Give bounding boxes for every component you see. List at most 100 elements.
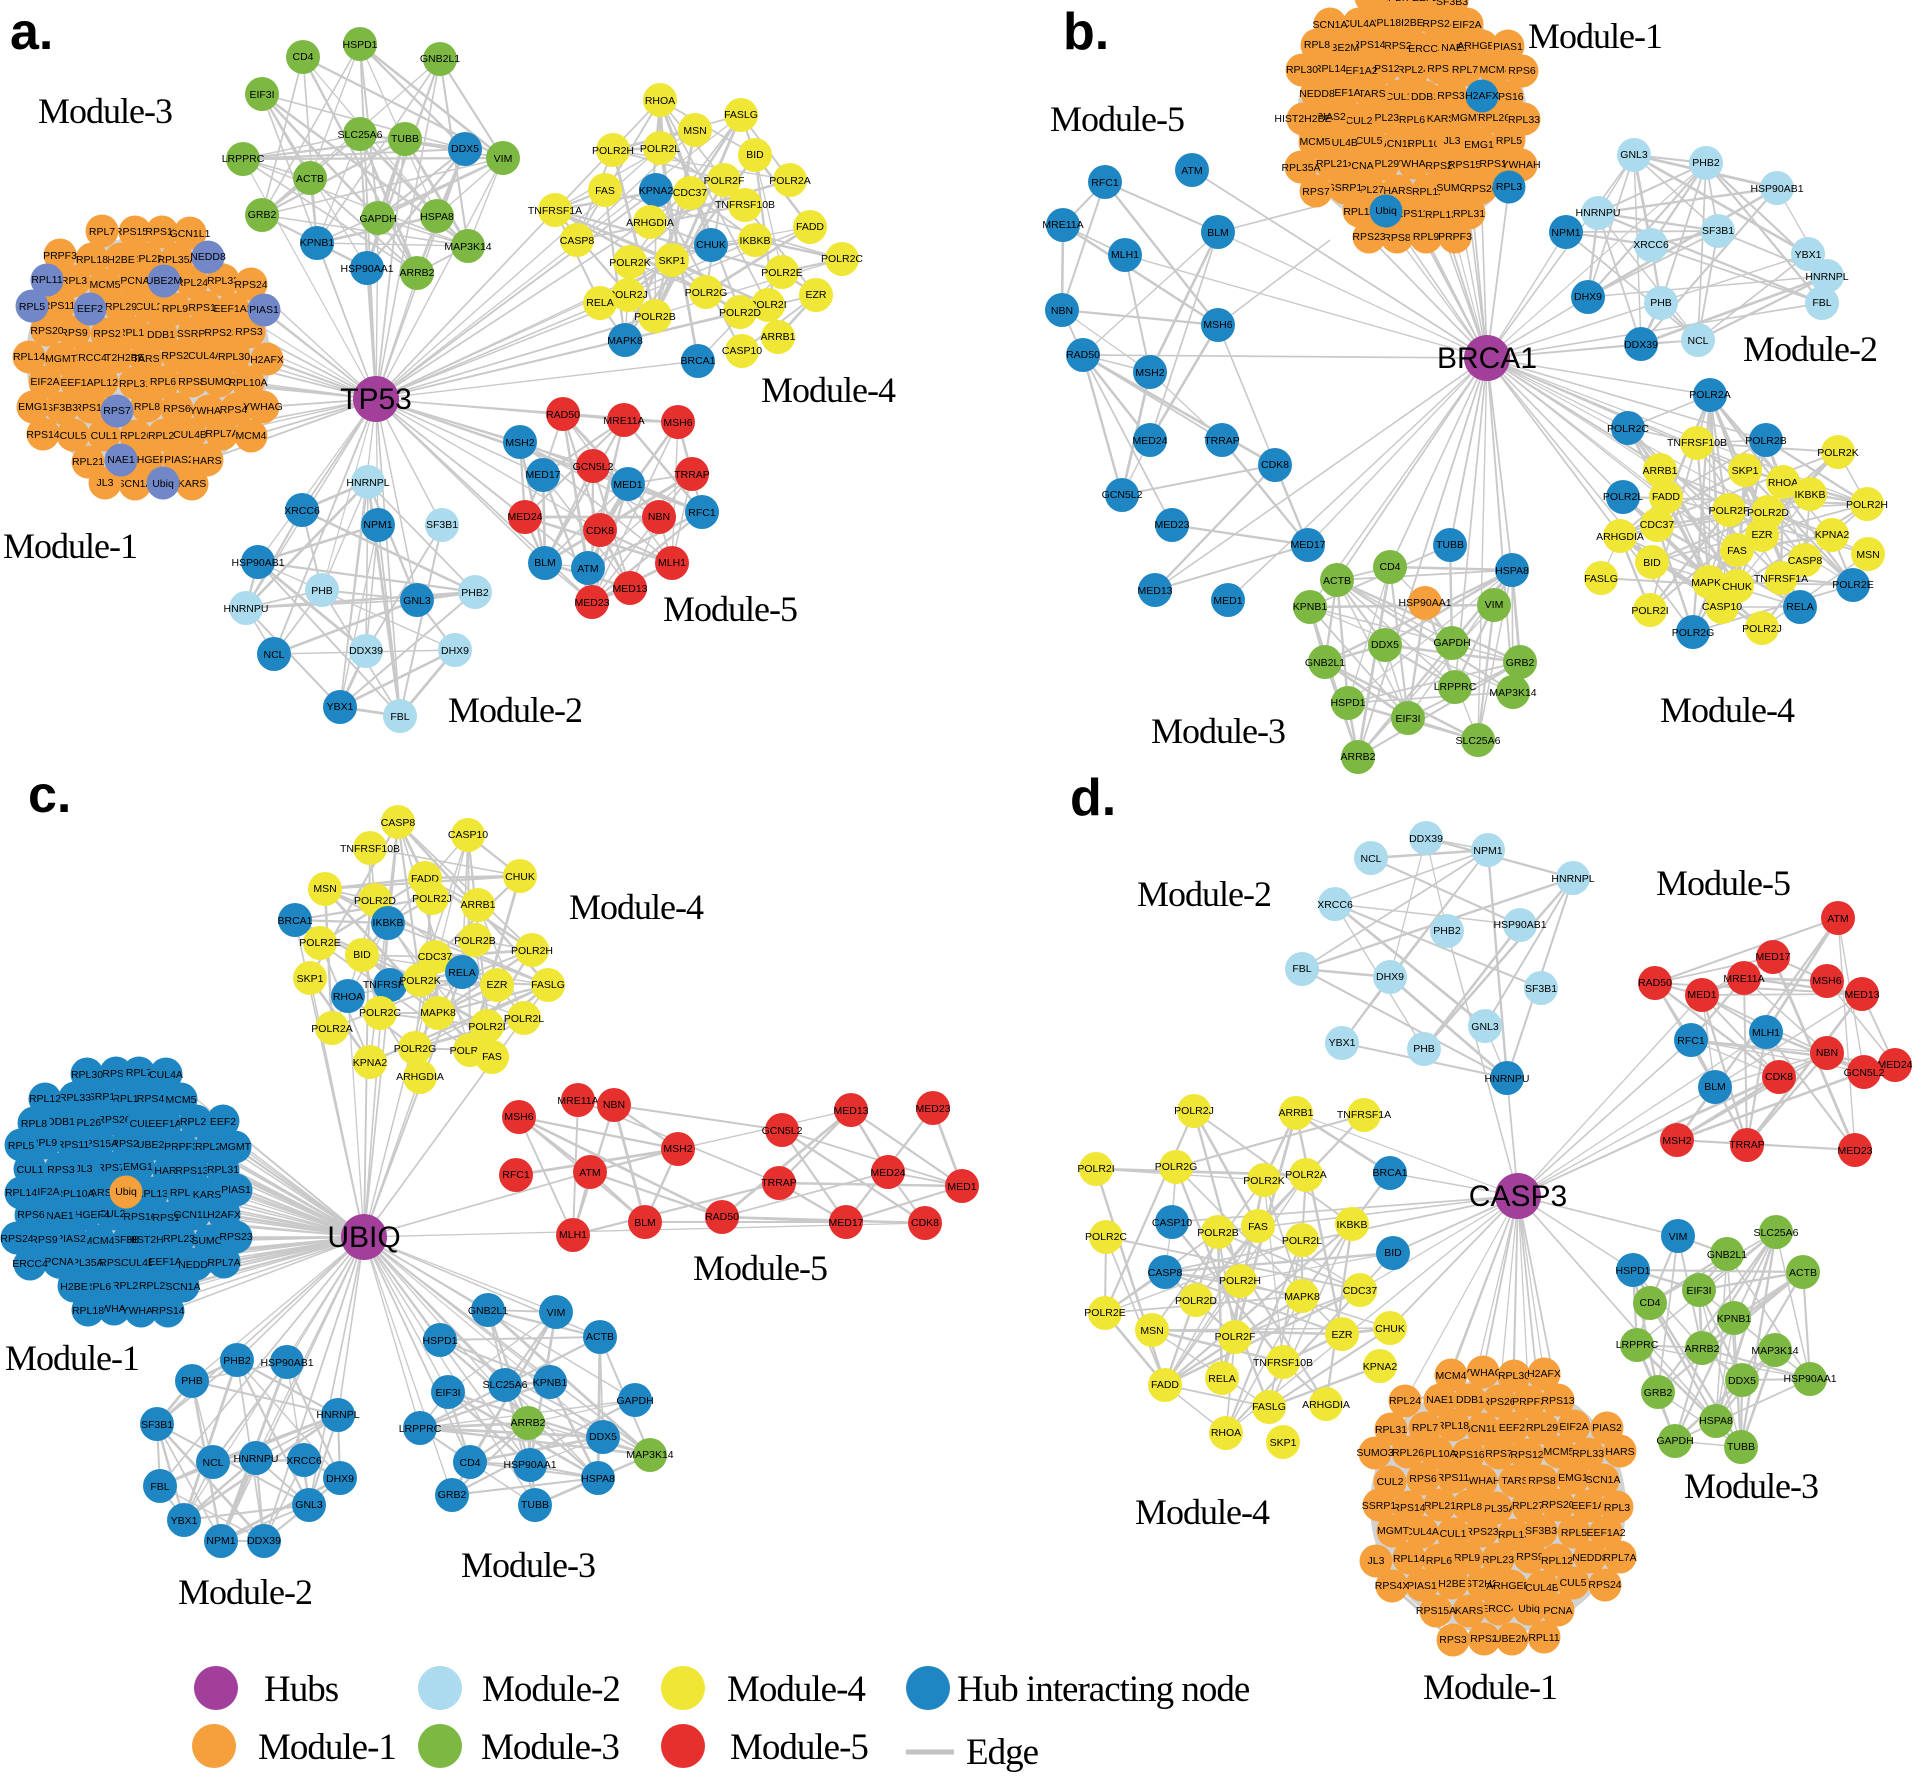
svg-text:RPS20: RPS20 — [1541, 1499, 1574, 1511]
svg-text:MCM5: MCM5 — [166, 1094, 197, 1106]
svg-text:MSH2: MSH2 — [663, 1143, 692, 1155]
svg-text:RPS12: RPS12 — [1366, 63, 1399, 75]
svg-text:GCN5L2: GCN5L2 — [1102, 489, 1143, 501]
svg-text:H2BE: H2BE — [107, 254, 134, 266]
svg-text:CDK8: CDK8 — [1261, 459, 1289, 471]
svg-text:PHB: PHB — [311, 585, 333, 597]
svg-text:CASP10: CASP10 — [722, 345, 762, 357]
svg-text:PRPF3: PRPF3 — [1438, 231, 1472, 243]
svg-text:Module-4: Module-4 — [569, 887, 704, 927]
svg-text:POLR2J: POLR2J — [1742, 623, 1782, 635]
svg-text:MED24: MED24 — [1132, 435, 1167, 447]
svg-text:EEF2: EEF2 — [1412, 0, 1438, 4]
svg-text:MLH1: MLH1 — [559, 1229, 587, 1241]
svg-text:POLR2H: POLR2H — [511, 945, 553, 957]
svg-text:CUL2: CUL2 — [99, 1208, 126, 1220]
svg-text:DDB1: DDB1 — [1411, 91, 1439, 103]
svg-text:RPL3: RPL3 — [1604, 1502, 1630, 1514]
svg-text:MCM4: MCM4 — [1436, 1370, 1467, 1382]
svg-text:MED17: MED17 — [525, 469, 560, 481]
svg-text:RPL29: RPL29 — [1526, 1422, 1558, 1434]
svg-text:CASP10: CASP10 — [448, 829, 488, 841]
svg-text:POLR2I: POLR2I — [1631, 605, 1668, 617]
svg-text:Edge: Edge — [966, 1732, 1039, 1773]
svg-text:RPL5: RPL5 — [8, 1140, 34, 1152]
svg-text:HSPD1: HSPD1 — [342, 39, 377, 51]
svg-text:RPS23: RPS23 — [1465, 1526, 1498, 1538]
svg-text:POLR2E: POLR2E — [1832, 579, 1873, 591]
svg-text:POLR2C: POLR2C — [359, 1007, 401, 1019]
svg-text:TNFRSF10B: TNFRSF10B — [715, 199, 775, 211]
svg-text:GNL3: GNL3 — [295, 1499, 323, 1511]
svg-text:Hubs: Hubs — [264, 1669, 339, 1710]
svg-text:PCNA: PCNA — [120, 275, 149, 287]
svg-text:POLR2I: POLR2I — [468, 1021, 505, 1033]
svg-text:RPS13: RPS13 — [175, 1165, 208, 1177]
svg-text:CUL5: CUL5 — [1356, 135, 1383, 147]
svg-text:RPS16: RPS16 — [123, 1211, 156, 1223]
svg-text:ARHGDIA: ARHGDIA — [396, 1071, 444, 1083]
svg-text:Module-1: Module-1 — [1528, 16, 1662, 56]
svg-text:ACTB: ACTB — [296, 173, 324, 185]
svg-text:MSH6: MSH6 — [663, 417, 692, 429]
svg-text:EIF2A: EIF2A — [30, 1186, 59, 1198]
svg-text:FBL: FBL — [390, 711, 409, 723]
svg-text:HSP90AB1: HSP90AB1 — [1493, 919, 1546, 931]
svg-text:YWHAH: YWHAH — [121, 1305, 160, 1317]
svg-text:RPL11: RPL11 — [112, 1093, 143, 1105]
svg-text:CD4: CD4 — [1379, 561, 1400, 573]
svg-text:TNFRSF1A: TNFRSF1A — [528, 205, 582, 217]
svg-text:HARS: HARS — [192, 455, 221, 467]
svg-text:UBE2M: UBE2M — [146, 275, 182, 287]
svg-text:Module-1: Module-1 — [3, 526, 137, 566]
svg-text:GCN1L1: GCN1L1 — [174, 1209, 215, 1221]
svg-text:MED1: MED1 — [613, 479, 642, 491]
svg-text:TUBB: TUBB — [1436, 539, 1464, 551]
svg-text:FAS: FAS — [1248, 1221, 1268, 1233]
svg-text:EEF2: EEF2 — [210, 1116, 236, 1128]
svg-text:RPL7A: RPL7A — [207, 1257, 240, 1269]
svg-text:RPS12: RPS12 — [188, 302, 221, 314]
svg-text:RPL31: RPL31 — [1453, 208, 1485, 220]
svg-text:H2BE: H2BE — [1438, 1578, 1465, 1590]
svg-text:SCN1A: SCN1A — [165, 1281, 200, 1293]
svg-text:HNRNPU: HNRNPU — [224, 603, 269, 615]
svg-text:ARHGDIA: ARHGDIA — [1302, 1399, 1350, 1411]
svg-text:TRRAP: TRRAP — [761, 1177, 797, 1189]
svg-text:RPL3: RPL3 — [61, 275, 87, 287]
svg-text:MED1: MED1 — [1213, 595, 1242, 607]
svg-text:Module-5: Module-5 — [693, 1248, 827, 1288]
svg-text:HSPD1: HSPD1 — [1330, 697, 1365, 709]
svg-text:RPL8: RPL8 — [21, 1118, 47, 1130]
svg-text:KPNB1: KPNB1 — [533, 1377, 568, 1389]
svg-text:RPS24: RPS24 — [0, 1233, 33, 1245]
svg-text:POLR2K: POLR2K — [1243, 1175, 1284, 1187]
svg-text:RPL26: RPL26 — [1392, 1447, 1424, 1459]
svg-text:POLR2G: POLR2G — [1155, 1161, 1198, 1173]
svg-text:BLM: BLM — [534, 557, 556, 569]
svg-text:BRCA1: BRCA1 — [680, 355, 715, 367]
svg-text:CUL2: CUL2 — [1377, 1476, 1404, 1488]
svg-text:MED23: MED23 — [915, 1103, 950, 1115]
svg-text:EMG1: EMG1 — [123, 1161, 153, 1173]
svg-text:RPS20: RPS20 — [1425, 160, 1458, 172]
svg-text:RPL14: RPL14 — [5, 1187, 37, 1199]
svg-text:MLH1: MLH1 — [1752, 1027, 1780, 1039]
svg-text:YWHAG: YWHAG — [243, 401, 283, 413]
svg-text:TNFRSF10B: TNFRSF10B — [1667, 437, 1727, 449]
svg-text:ATM: ATM — [1181, 165, 1202, 177]
svg-text:RHOA: RHOA — [333, 991, 363, 1003]
svg-text:CASP8: CASP8 — [381, 817, 416, 829]
svg-text:HSP90AA1: HSP90AA1 — [503, 1459, 556, 1471]
svg-text:SF3B1: SF3B1 — [1525, 983, 1557, 995]
svg-text:d.: d. — [1070, 769, 1116, 827]
svg-text:RFC1: RFC1 — [1677, 1035, 1705, 1047]
svg-text:YWHAG: YWHAG — [1463, 1367, 1503, 1379]
svg-text:SCN1A: SCN1A — [1585, 1474, 1620, 1486]
svg-text:CUL1: CUL1 — [1440, 1528, 1467, 1540]
svg-text:HNRNPL: HNRNPL — [1551, 873, 1594, 885]
svg-text:RAD50: RAD50 — [705, 1211, 739, 1223]
svg-text:RPS9: RPS9 — [1427, 63, 1455, 75]
svg-text:EEF1A2: EEF1A2 — [1338, 65, 1377, 77]
svg-text:DDX5: DDX5 — [589, 1431, 617, 1443]
